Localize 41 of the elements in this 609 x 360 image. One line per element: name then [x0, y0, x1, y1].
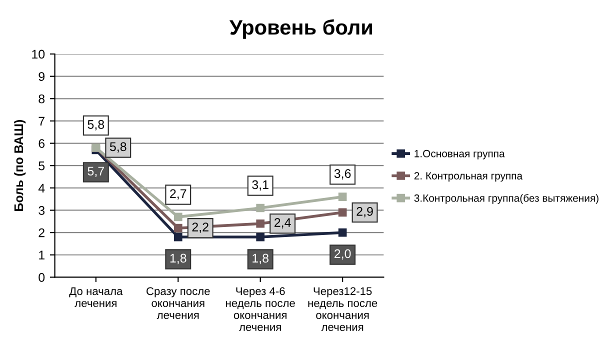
y-tick-label: 7 [38, 116, 44, 126]
point [256, 232, 265, 242]
data-label: 2,2 [192, 222, 208, 233]
y-axis-title: Боль (по ВАШ) [14, 120, 26, 211]
data-label: 5,8 [110, 142, 126, 153]
chart-title: Уровень боли [229, 19, 372, 39]
data-label: 1,8 [170, 254, 186, 264]
point [256, 204, 265, 212]
point [174, 212, 182, 222]
data-label: 5,8 [88, 120, 104, 130]
point [174, 224, 182, 232]
data-label: 1,8 [252, 254, 268, 264]
y-tick-label: 0 [38, 273, 45, 282]
y-tick-label: 6 [38, 139, 45, 148]
data-label: 3,1 [252, 180, 268, 191]
y-tick-label: 2 [38, 228, 44, 238]
x-tick-label: Через12-15 недель после окончания лечения [308, 287, 378, 331]
point [174, 232, 182, 242]
y-tick-label: 4 [38, 184, 45, 192]
point [256, 219, 265, 228]
data-label: 3,6 [334, 169, 351, 180]
data-label: 2,0 [334, 249, 351, 260]
data-label: 2,7 [170, 189, 186, 200]
point [338, 208, 347, 217]
x-tick-label: До начала лечения [69, 287, 123, 308]
legend-label: 3.Контрольная группа(без вытяжения) [414, 194, 598, 204]
x-tick-label: Сразу после окончания лечения [146, 287, 210, 320]
data-label: 5,7 [88, 166, 104, 178]
legend-label: 2. Контрольная группа [414, 172, 523, 182]
y-tick-label: 3 [38, 206, 45, 215]
y-tick-label: 8 [38, 94, 45, 104]
data-label: 2,4 [274, 218, 291, 228]
y-tick-label: 1 [39, 250, 44, 260]
data-label: 2,9 [356, 206, 373, 218]
x-tick-label: Через 4-6 недель после окончания лечения [226, 287, 295, 331]
point [338, 192, 347, 202]
y-tick-label: 10 [32, 50, 45, 59]
y-tick-label: 5 [38, 162, 45, 170]
legend-label: 1.Основная группа [414, 150, 505, 160]
point [338, 228, 347, 237]
y-tick-label: 9 [38, 72, 44, 81]
